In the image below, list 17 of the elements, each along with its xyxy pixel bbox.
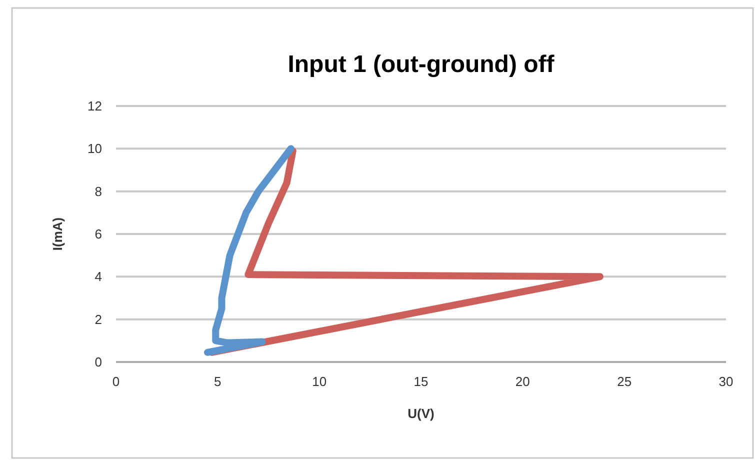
x-tick-label: 15 <box>414 374 428 389</box>
y-tick-label: 6 <box>94 226 102 242</box>
x-axis-title: U(V) <box>408 406 434 421</box>
y-tick-label: 12 <box>88 98 102 114</box>
x-tick-label: 25 <box>617 374 632 389</box>
y-tick-label: 10 <box>88 141 102 156</box>
x-tick-label: 0 <box>112 374 120 389</box>
x-tick-label: 20 <box>515 374 530 389</box>
x-tick-label: 5 <box>214 374 222 389</box>
chart-title: Input 1 (out-ground) off <box>288 51 556 78</box>
x-tick-label: 30 <box>718 374 734 389</box>
y-axis-title: I(mA) <box>50 217 65 251</box>
x-tick-label: 10 <box>312 374 327 389</box>
y-tick-label: 2 <box>94 312 102 327</box>
y-tick-label: 4 <box>94 269 102 284</box>
y-tick-label: 8 <box>94 184 102 199</box>
y-tick-label: 0 <box>94 354 102 370</box>
